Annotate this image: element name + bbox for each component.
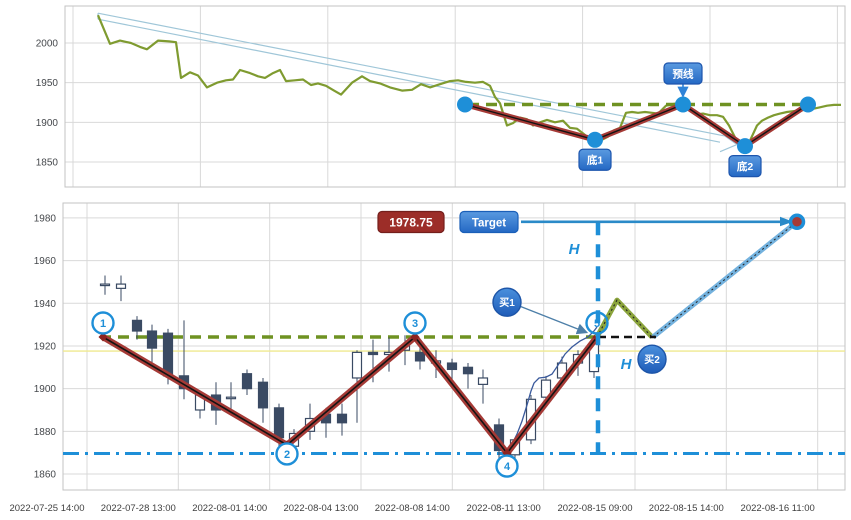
pivot-number-circle[interactable] bbox=[91, 311, 115, 335]
x-tick-label: 2022-08-11 13:00 bbox=[467, 503, 541, 514]
y-tick-label: 1920 bbox=[34, 341, 57, 352]
y-tick-label: 1960 bbox=[34, 256, 57, 267]
candle-body-up bbox=[225, 396, 237, 400]
pivot-dot bbox=[737, 138, 753, 155]
zigzag-line bbox=[101, 333, 600, 457]
target-label-text: Target bbox=[472, 218, 506, 230]
target-price-box[interactable] bbox=[377, 210, 445, 234]
x-tick-label: 2022-08-08 14:00 bbox=[375, 503, 450, 514]
candle-body-down bbox=[336, 413, 348, 424]
buy-marker-circle[interactable] bbox=[492, 287, 522, 317]
y-tick-label: 1950 bbox=[36, 78, 59, 89]
candle-body-down bbox=[414, 351, 426, 362]
y-tick-label: 2000 bbox=[36, 38, 59, 49]
buy-marker-text: 买2 bbox=[644, 354, 660, 366]
y-tick-label: 1850 bbox=[36, 158, 59, 169]
projection-olive-core bbox=[596, 299, 653, 338]
candle-body-down bbox=[131, 319, 143, 332]
pivot-dot bbox=[800, 96, 816, 113]
y-tick-label: 1940 bbox=[34, 299, 57, 310]
rally-core bbox=[652, 222, 796, 338]
height-measure-label: H bbox=[621, 356, 633, 373]
pivot-number-text: 2 bbox=[284, 449, 290, 461]
x-tick-label: 2022-08-01 14:00 bbox=[192, 503, 267, 514]
candle-body-down bbox=[446, 362, 458, 371]
x-tick-label: 2022-08-16 11:00 bbox=[741, 503, 815, 514]
y-tick-label: 1880 bbox=[34, 427, 57, 438]
x-tick-label: 2022-07-25 14:00 bbox=[9, 503, 84, 514]
candle-body-down bbox=[241, 373, 253, 390]
target-arrowhead bbox=[780, 216, 793, 227]
candle-body-down bbox=[162, 332, 174, 377]
pivot-number-circle[interactable] bbox=[275, 442, 299, 466]
pivot-label-chip[interactable] bbox=[663, 62, 703, 85]
target-end-marker bbox=[788, 213, 806, 231]
x-tick-label: 2022-08-15 09:00 bbox=[557, 503, 632, 514]
buy-marker-text: 买1 bbox=[499, 297, 515, 309]
candle-body-down bbox=[257, 381, 269, 409]
y-tick-label: 1860 bbox=[34, 469, 57, 480]
candle-body-down bbox=[146, 330, 158, 349]
pivot-label-chip[interactable] bbox=[578, 148, 612, 171]
pivot-dot bbox=[587, 131, 603, 148]
candle-body-down bbox=[273, 407, 285, 439]
height-measure-label: H bbox=[569, 241, 581, 258]
candle-body-down bbox=[367, 351, 379, 356]
candle-body-up bbox=[99, 283, 111, 287]
trend-channel-arrowhead bbox=[719, 134, 739, 153]
candle-body-up bbox=[540, 379, 552, 398]
pivot-number-circle[interactable] bbox=[495, 454, 519, 478]
panel-border bbox=[64, 5, 846, 188]
pivot-number-text: 1 bbox=[100, 318, 106, 330]
candle-body-up bbox=[115, 283, 127, 289]
pivot-label-chip[interactable] bbox=[728, 155, 762, 178]
pivot-dot bbox=[675, 96, 691, 113]
pivot-label-text: 底2 bbox=[737, 160, 753, 173]
candle-body-down bbox=[462, 366, 474, 375]
target-box[interactable] bbox=[459, 210, 519, 234]
y-tick-label: 1980 bbox=[34, 213, 57, 224]
target-price-text: 1978.75 bbox=[389, 216, 433, 230]
price-path-line bbox=[506, 326, 598, 453]
x-tick-label: 2022-08-15 14:00 bbox=[649, 503, 724, 514]
x-tick-label: 2022-08-04 13:00 bbox=[283, 503, 358, 514]
trend-channel-lower-line bbox=[97, 18, 721, 143]
y-tick-label: 1900 bbox=[34, 384, 57, 395]
pivot-number-text: 3 bbox=[412, 318, 418, 330]
buy-arrow bbox=[519, 305, 589, 335]
candle-body-up bbox=[351, 351, 363, 379]
pivot-number-circle[interactable] bbox=[585, 311, 609, 335]
trend-channel-upper-line bbox=[97, 12, 725, 137]
panel-border bbox=[62, 202, 846, 491]
candle-body-up bbox=[477, 377, 489, 385]
pivot-label-text: 底1 bbox=[587, 154, 603, 167]
x-tick-label: 2022-07-28 13:00 bbox=[101, 503, 176, 514]
pivot-number-text: 5 bbox=[594, 318, 600, 330]
pivot-dot bbox=[457, 96, 473, 113]
pivot-number-text: 4 bbox=[504, 461, 511, 473]
y-tick-label: 1900 bbox=[36, 118, 59, 129]
pivot-label-text: 预线 bbox=[673, 67, 694, 80]
bottom-panel: 1980 1960 1940 1920 1900 1880 1860 2022-07-25 1… bbox=[9, 202, 846, 514]
pivot-number-circle[interactable] bbox=[403, 311, 427, 335]
buy-marker-circle[interactable] bbox=[637, 344, 667, 374]
